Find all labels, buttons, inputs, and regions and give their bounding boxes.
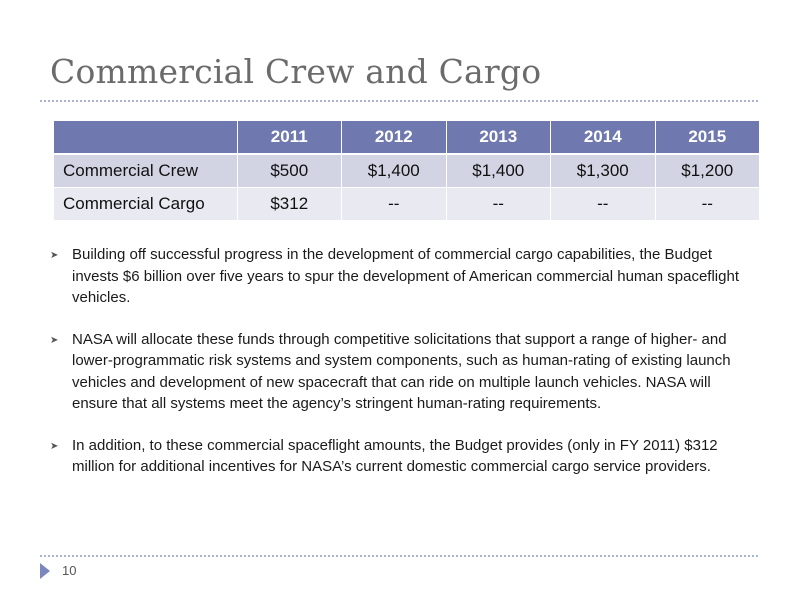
table-cell: $1,200: [655, 154, 760, 188]
header-year-2014: 2014: [550, 121, 656, 155]
title-divider: [40, 100, 758, 102]
header-year-2011: 2011: [237, 121, 342, 155]
table-cell: --: [446, 187, 551, 221]
table-cell: $312: [237, 187, 342, 221]
header-year-2012: 2012: [341, 121, 447, 155]
row-label: Commercial Crew: [54, 154, 238, 188]
chevron-right-icon: ➤: [50, 440, 59, 452]
table-cell: $1,400: [341, 154, 447, 188]
table-cell: $500: [237, 154, 342, 188]
header-year-2013: 2013: [446, 121, 551, 155]
table-row-commercial-crew: Commercial Crew $500 $1,400 $1,400 $1,30…: [54, 154, 760, 188]
header-year-2015: 2015: [655, 121, 760, 155]
bullet-list: ➤ Building off successful progress in th…: [50, 244, 760, 498]
table-cell: --: [655, 187, 760, 221]
slide-title: Commercial Crew and Cargo: [50, 52, 542, 91]
bullet-text: Building off successful progress in the …: [72, 246, 739, 306]
bullet-item: ➤ NASA will allocate these funds through…: [50, 329, 760, 415]
header-corner-cell: [54, 121, 238, 155]
table-header-row: 2011 2012 2013 2014 2015: [54, 121, 760, 155]
table-row-commercial-cargo: Commercial Cargo $312 -- -- -- --: [54, 187, 760, 221]
table-cell: --: [550, 187, 656, 221]
bullet-item: ➤ Building off successful progress in th…: [50, 244, 760, 309]
bullet-item: ➤ In addition, to these commercial space…: [50, 435, 760, 478]
bullet-text: In addition, to these commercial spacefl…: [72, 436, 718, 476]
budget-table: 2011 2012 2013 2014 2015 Commercial Crew…: [54, 121, 760, 221]
footer-divider: [40, 555, 758, 557]
table-cell: --: [341, 187, 447, 221]
page-number: 10: [62, 563, 77, 578]
chevron-right-icon: ➤: [50, 250, 59, 261]
bullet-text: NASA will allocate these funds through c…: [72, 330, 731, 413]
triangle-right-icon: [40, 563, 50, 579]
chevron-right-icon: ➤: [50, 334, 59, 346]
table-cell: $1,400: [446, 154, 551, 188]
table-cell: $1,300: [550, 154, 656, 188]
row-label: Commercial Cargo: [54, 187, 238, 221]
